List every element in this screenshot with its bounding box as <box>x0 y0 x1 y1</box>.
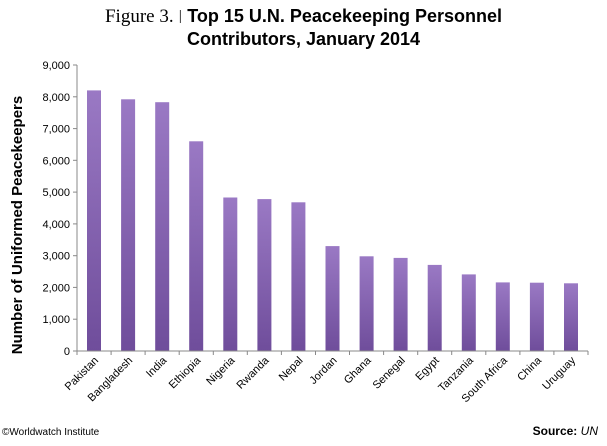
x-tick-label: Ethiopia <box>167 354 204 391</box>
bar-jordan <box>325 246 340 351</box>
x-tick-label: Jordan <box>307 355 339 387</box>
y-tick-label: 8,000 <box>42 92 70 104</box>
bar-ethiopia <box>189 141 204 351</box>
y-tick-label: 6,000 <box>42 155 70 167</box>
x-tick-label: China <box>515 354 544 383</box>
source-label: Source: <box>532 424 578 438</box>
y-tick-label: 7,000 <box>42 124 70 136</box>
x-tick-label: Nepal <box>277 355 306 384</box>
bar-egypt <box>427 264 442 351</box>
y-axis-title: Number of Uniformed Peacekeepers <box>9 96 26 354</box>
x-tick-label: Egypt <box>413 355 441 383</box>
bar-china <box>529 282 544 351</box>
x-tick-label: Nigeria <box>204 354 238 388</box>
bar-nepal <box>291 202 306 351</box>
x-tick-label: Rwanda <box>234 354 272 392</box>
y-tick-label: 5,000 <box>42 187 70 199</box>
bar-india <box>155 102 170 351</box>
axes-layer <box>76 65 589 355</box>
source-value: UN <box>580 424 598 438</box>
bar-south-africa <box>495 282 510 351</box>
bar-uruguay <box>564 283 578 351</box>
bar-pakistan <box>87 90 101 352</box>
bar-bangladesh <box>121 99 136 351</box>
title-text: Top 15 U.N. Peacekeeping Personnel <box>187 6 503 26</box>
chart-title: Figure 3. | Top 15 U.N. Peacekeeping Perso… <box>0 4 607 51</box>
figure-label: Figure 3. <box>104 6 174 27</box>
title-line-1: Figure 3. | Top 15 U.N. Peacekeeping Perso… <box>0 4 607 28</box>
source-note: Source: UN <box>533 424 598 438</box>
y-tick-label: 4,000 <box>42 219 70 231</box>
x-tick-label: India <box>144 354 170 380</box>
credit-text: ©Worldwatch Institute <box>2 427 100 438</box>
bar-senegal <box>393 257 408 351</box>
bar-tanzania <box>461 274 476 351</box>
y-tick-label: 2,000 <box>42 282 70 294</box>
y-tick-label: 3,000 <box>42 251 70 263</box>
y-tick-label: 1,000 <box>42 314 70 326</box>
title-line-2: Contributors, January 2014 <box>186 29 421 49</box>
bar-rwanda <box>257 199 272 351</box>
bar-ghana <box>359 256 374 351</box>
x-tick-label: Ghana <box>342 354 374 386</box>
bar-nigeria <box>223 197 238 351</box>
bars-layer <box>87 90 578 352</box>
x-tick-label: Senegal <box>371 355 408 392</box>
y-ticks: 0 1,000 2,000 3,000 4,000 5,000 6,000 7,000 8,00… <box>42 60 77 358</box>
title-separator: | <box>178 7 183 23</box>
y-tick-label: 9,000 <box>42 60 70 72</box>
x-tick-label: Uruguay <box>540 354 578 392</box>
y-tick-label: 0 <box>64 346 70 358</box>
